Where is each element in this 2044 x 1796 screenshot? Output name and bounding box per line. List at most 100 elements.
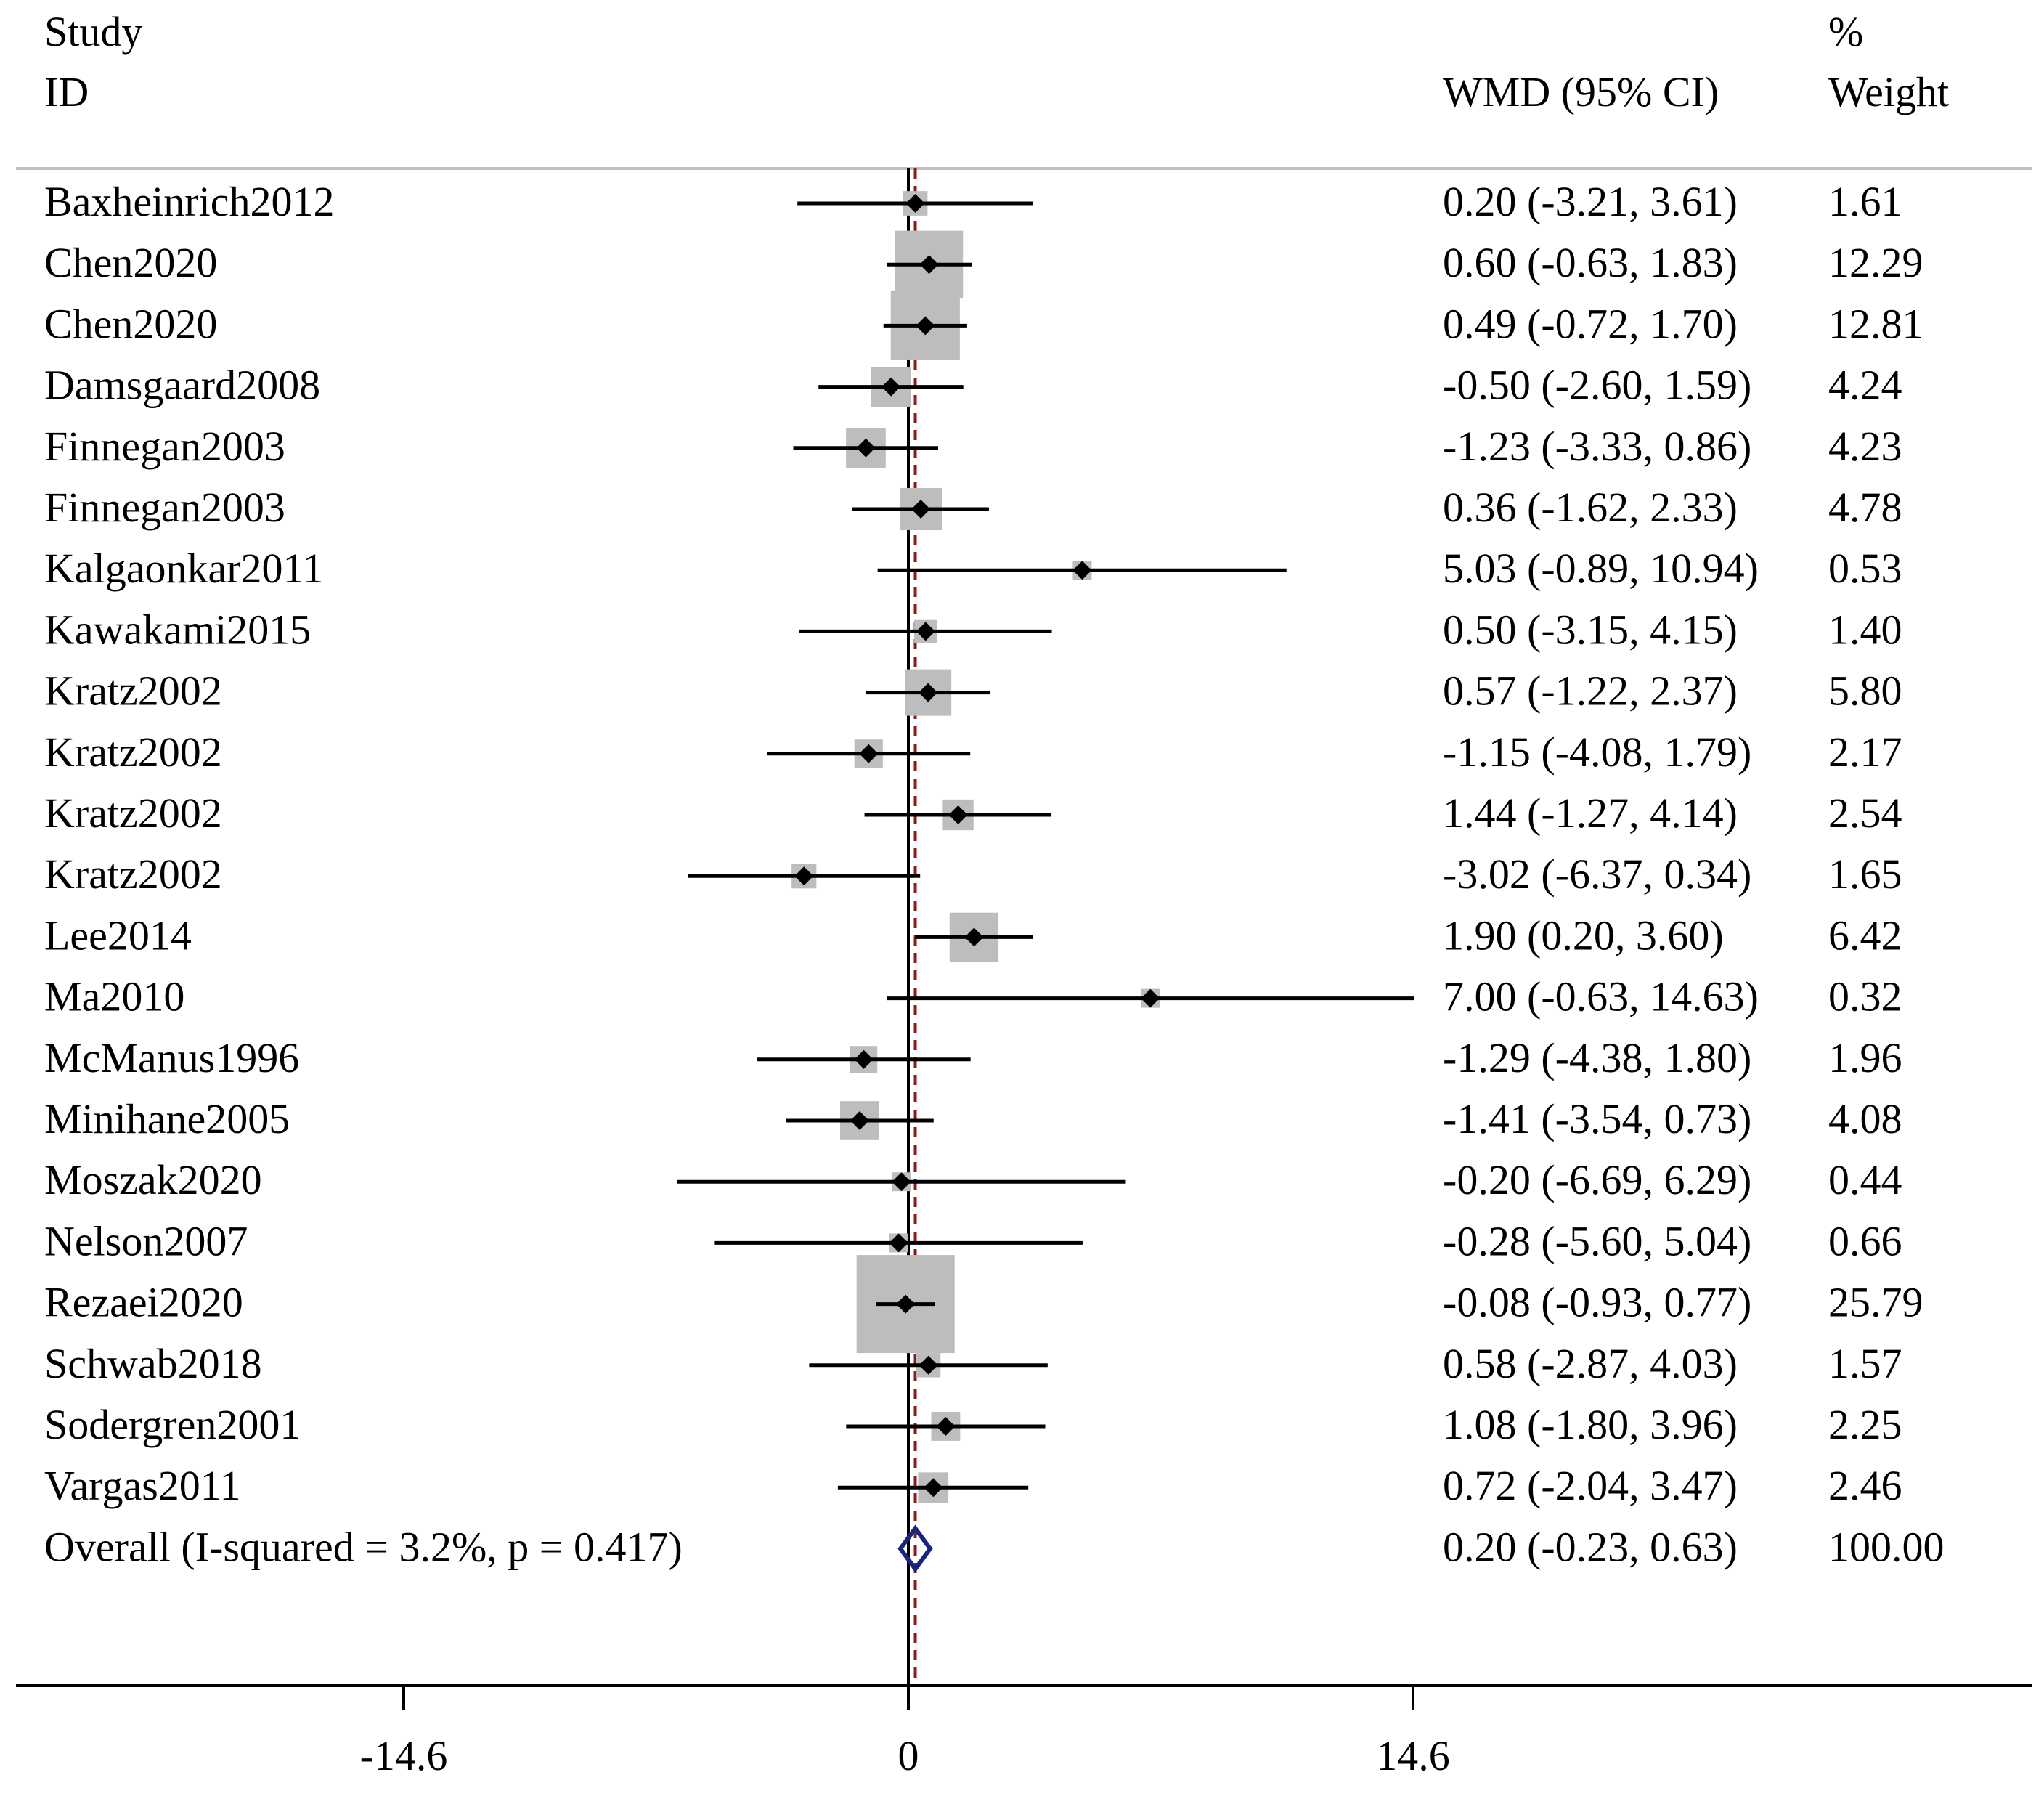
study-weight: 2.25 [1828, 1401, 1902, 1448]
study-weight: 0.44 [1828, 1156, 1902, 1203]
study-row: Kratz2002 -3.02 (-6.37, 0.34) 1.65 [44, 850, 1902, 898]
study-name: Kawakami2015 [44, 606, 311, 653]
study-wmd-ci: 7.00 (-0.63, 14.63) [1443, 973, 1759, 1020]
x-axis-tick-label: 0 [898, 1732, 919, 1779]
study-row: Kratz2002 1.44 (-1.27, 4.14) 2.54 [44, 789, 1902, 837]
study-name: McManus1996 [44, 1034, 299, 1081]
study-point-estimate [919, 1355, 938, 1375]
study-row: Moszak2020 -0.20 (-6.69, 6.29) 0.44 [44, 1156, 1902, 1203]
study-row: Finnegan2003 0.36 (-1.62, 2.33) 4.78 [44, 484, 1902, 531]
study-name: Kratz2002 [44, 789, 222, 837]
study-point-estimate [889, 1233, 908, 1253]
study-weight: 4.08 [1828, 1095, 1902, 1142]
study-point-estimate [881, 377, 901, 397]
study-row: McManus1996 -1.29 (-4.38, 1.80) 1.96 [44, 1034, 1902, 1081]
study-name: Rezaei2020 [44, 1279, 243, 1326]
study-name: Minihane2005 [44, 1095, 290, 1142]
study-row: Damsgaard2008 -0.50 (-2.60, 1.59) 4.24 [44, 362, 1902, 409]
x-axis-tick-label: -14.6 [360, 1732, 448, 1779]
study-name: Finnegan2003 [44, 423, 285, 470]
study-wmd-ci: -0.20 (-6.69, 6.29) [1443, 1156, 1751, 1203]
study-wmd-ci: 0.58 (-2.87, 4.03) [1443, 1340, 1738, 1387]
study-row: Kalgaonkar2011 5.03 (-0.89, 10.94) 0.53 [44, 545, 1902, 592]
study-row: Nelson2007 -0.28 (-5.60, 5.04) 0.66 [44, 1217, 1902, 1264]
study-wmd-ci: 1.90 (0.20, 3.60) [1443, 911, 1724, 959]
study-wmd-ci: 5.03 (-0.89, 10.94) [1443, 545, 1759, 592]
study-row: Schwab2018 0.58 (-2.87, 4.03) 1.57 [44, 1340, 1902, 1387]
study-weight: 1.57 [1828, 1340, 1902, 1387]
study-wmd-ci: 0.50 (-3.15, 4.15) [1443, 606, 1738, 653]
header-study: Study [44, 8, 142, 55]
overall-label: Overall (I-squared = 3.2%, p = 0.417) [44, 1523, 683, 1570]
study-point-estimate [859, 744, 879, 763]
study-name: Sodergren2001 [44, 1401, 301, 1448]
study-name: Damsgaard2008 [44, 362, 320, 409]
study-point-estimate [905, 194, 925, 213]
study-weight: 6.42 [1828, 911, 1902, 959]
study-weight: 2.17 [1828, 728, 1902, 776]
study-row: Vargas2011 0.72 (-2.04, 3.47) 2.46 [44, 1462, 1902, 1509]
study-name: Kalgaonkar2011 [44, 545, 323, 592]
study-point-estimate [916, 622, 935, 641]
study-point-estimate [911, 500, 931, 519]
overall-weight: 100.00 [1828, 1523, 1945, 1570]
study-point-estimate [850, 1111, 869, 1130]
study-wmd-ci: 1.08 (-1.80, 3.96) [1443, 1401, 1738, 1448]
study-name: Chen2020 [44, 239, 217, 286]
study-point-estimate [794, 866, 814, 886]
study-wmd-ci: 1.44 (-1.27, 4.14) [1443, 789, 1738, 837]
study-point-estimate [892, 1172, 911, 1192]
header-id: ID [44, 68, 89, 115]
study-point-estimate [896, 1294, 916, 1314]
study-weight: 25.79 [1828, 1279, 1923, 1326]
study-row: Finnegan2003 -1.23 (-3.33, 0.86) 4.23 [44, 423, 1902, 470]
study-weight: 0.66 [1828, 1217, 1902, 1264]
study-rows: Baxheinrich2012 0.20 (-3.21, 3.61) 1.61 Che… [44, 178, 1923, 1509]
study-row: Lee2014 1.90 (0.20, 3.60) 6.42 [44, 911, 1902, 962]
header-effect: WMD (95% CI) [1443, 68, 1719, 115]
study-wmd-ci: -0.08 (-0.93, 0.77) [1443, 1279, 1751, 1326]
study-point-estimate [948, 805, 968, 824]
study-wmd-ci: 0.36 (-1.62, 2.33) [1443, 484, 1738, 531]
study-weight: 1.61 [1828, 178, 1902, 225]
study-point-estimate [854, 1049, 874, 1069]
study-name: Moszak2020 [44, 1156, 262, 1203]
study-row: Baxheinrich2012 0.20 (-3.21, 3.61) 1.61 [44, 178, 1902, 225]
study-name: Baxheinrich2012 [44, 178, 334, 225]
study-wmd-ci: -1.15 (-4.08, 1.79) [1443, 728, 1751, 776]
study-weight: 0.53 [1828, 545, 1902, 592]
header-weight: Weight [1828, 68, 1949, 115]
study-row: Sodergren2001 1.08 (-1.80, 3.96) 2.25 [44, 1401, 1902, 1448]
overall-diamond [897, 1524, 933, 1573]
study-name: Chen2020 [44, 300, 217, 347]
study-wmd-ci: 0.20 (-3.21, 3.61) [1443, 178, 1738, 225]
study-point-estimate [919, 255, 939, 275]
study-row: Chen2020 0.60 (-0.63, 1.83) 12.29 [44, 230, 1923, 298]
study-weight: 5.80 [1828, 667, 1902, 715]
study-wmd-ci: -3.02 (-6.37, 0.34) [1443, 850, 1751, 898]
study-wmd-ci: 0.60 (-0.63, 1.83) [1443, 239, 1738, 286]
reference-lines [907, 168, 917, 1686]
study-wmd-ci: -1.41 (-3.54, 0.73) [1443, 1095, 1751, 1142]
x-axis: -14.6 0 14.6 [16, 1684, 2032, 1779]
study-weight: 0.32 [1828, 973, 1902, 1020]
study-point-estimate [1141, 988, 1160, 1008]
study-point-estimate [924, 1478, 943, 1498]
study-weight: 4.78 [1828, 484, 1902, 531]
study-name: Vargas2011 [44, 1462, 241, 1509]
study-wmd-ci: -0.28 (-5.60, 5.04) [1443, 1217, 1751, 1264]
study-wmd-ci: 0.49 (-0.72, 1.70) [1443, 300, 1738, 347]
study-row: Kratz2002 -1.15 (-4.08, 1.79) 2.17 [44, 728, 1902, 776]
study-weight: 1.65 [1828, 850, 1902, 898]
study-weight: 4.23 [1828, 423, 1902, 470]
study-point-estimate [856, 438, 876, 458]
study-name: Finnegan2003 [44, 484, 285, 531]
study-name: Kratz2002 [44, 850, 222, 898]
study-weight: 1.96 [1828, 1034, 1902, 1081]
study-point-estimate [936, 1417, 956, 1436]
study-name: Schwab2018 [44, 1340, 262, 1387]
study-wmd-ci: -1.29 (-4.38, 1.80) [1443, 1034, 1751, 1081]
x-axis-tick-label: 14.6 [1376, 1732, 1450, 1779]
study-weight: 12.81 [1828, 300, 1923, 347]
